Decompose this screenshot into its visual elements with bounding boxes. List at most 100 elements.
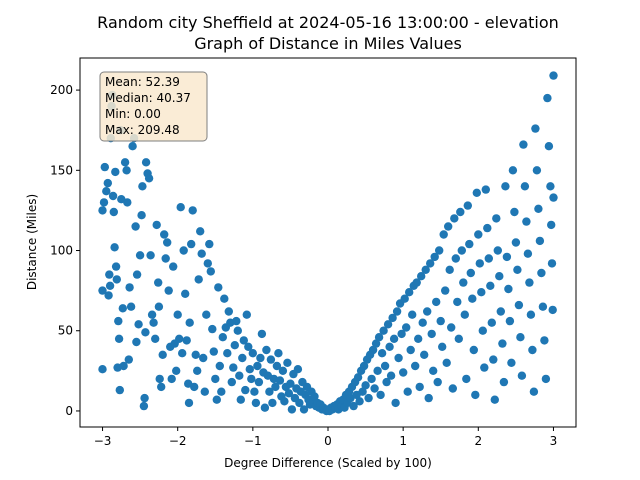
data-point-138 [278,366,288,375]
y-axis-label: Distance (Miles) [25,194,39,290]
data-point-88 [203,259,212,268]
data-point-301 [523,249,533,258]
data-point-193 [361,381,370,390]
data-point-38 [134,320,143,329]
data-point-294 [513,265,522,274]
data-point-313 [541,374,551,384]
data-point-96 [215,361,224,371]
data-point-135 [274,349,283,358]
data-point-70 [178,349,187,358]
data-point-277 [487,318,496,327]
data-point-219 [400,294,409,303]
data-point-59 [161,254,170,263]
data-point-77 [187,239,196,249]
data-point-205 [379,326,388,335]
data-point-189 [355,397,364,406]
data-point-134 [272,361,282,371]
data-point-254 [453,297,462,307]
data-point-118 [248,349,257,358]
data-point-283 [496,307,505,316]
x-tick-label: 3 [550,434,558,448]
data-point-202 [374,333,384,342]
x-tick-label: −2 [169,434,187,448]
data-point-63 [167,374,176,384]
data-point-143 [286,379,295,388]
data-point-188 [353,373,363,382]
data-point-228 [414,334,423,343]
data-point-287 [502,252,512,262]
data-point-227 [412,278,421,287]
data-point-131 [268,398,277,408]
data-point-222 [405,288,414,297]
data-point-48 [146,251,155,260]
data-point-224 [408,310,417,319]
stats-box: Mean: 52.39 Median: 40.37 Min: 0.00 Max:… [99,71,208,142]
data-point-235 [424,393,433,403]
data-point-280 [492,214,501,223]
data-point-81 [193,366,202,375]
data-point-298 [519,140,528,149]
data-point-51 [151,334,160,343]
data-point-201 [373,366,382,375]
data-point-80 [191,350,200,359]
data-point-241 [433,377,442,387]
data-point-149 [295,398,304,408]
data-point-83 [196,227,205,236]
data-point-108 [233,326,242,335]
data-point-199 [370,384,379,393]
data-point-312 [540,336,549,345]
data-point-191 [358,387,367,396]
data-point-315 [544,142,554,151]
data-point-117 [247,374,256,384]
data-point-18 [112,275,122,284]
data-point-232 [420,350,429,359]
data-point-260 [462,374,471,384]
data-point-198 [368,345,378,355]
data-point-295 [514,300,524,310]
data-point-105 [229,363,238,372]
data-point-37 [132,270,142,279]
data-point-127 [262,345,271,355]
data-point-318 [547,259,557,268]
data-point-303 [526,310,536,319]
data-point-243 [436,316,445,326]
data-point-152 [299,405,309,414]
data-point-86 [200,387,209,396]
data-point-185 [349,401,358,411]
data-point-119 [250,387,259,396]
data-point-299 [520,182,530,191]
x-tick-label: −3 [94,434,112,448]
data-point-15 [110,243,119,252]
data-point-310 [537,268,546,278]
data-point-197 [367,374,376,384]
data-point-275 [484,254,493,263]
data-point-60 [163,238,172,247]
data-point-50 [149,318,158,327]
y-tick-label: 0 [65,404,73,418]
data-point-245 [439,230,448,239]
data-point-244 [438,342,447,351]
data-point-296 [516,333,525,342]
data-point-43 [140,393,149,403]
data-point-263 [466,268,475,278]
data-point-69 [176,203,185,212]
data-point-246 [441,286,450,295]
data-point-221 [403,387,412,396]
data-point-66 [172,366,181,375]
data-point-265 [469,345,478,355]
data-point-61 [164,286,173,295]
data-point-32 [126,302,136,311]
data-point-109 [235,371,244,380]
data-point-71 [179,246,188,255]
data-point-253 [451,254,460,263]
data-point-45 [141,158,151,167]
data-point-111 [238,353,247,363]
data-point-266 [471,390,480,400]
data-point-94 [212,395,221,404]
data-point-317 [547,220,556,230]
data-point-269 [475,259,484,268]
data-point-39 [135,251,145,260]
y-tick-label: 150 [50,163,73,177]
data-point-309 [535,236,545,246]
stats-mean: Mean: 52.39 [105,75,180,89]
